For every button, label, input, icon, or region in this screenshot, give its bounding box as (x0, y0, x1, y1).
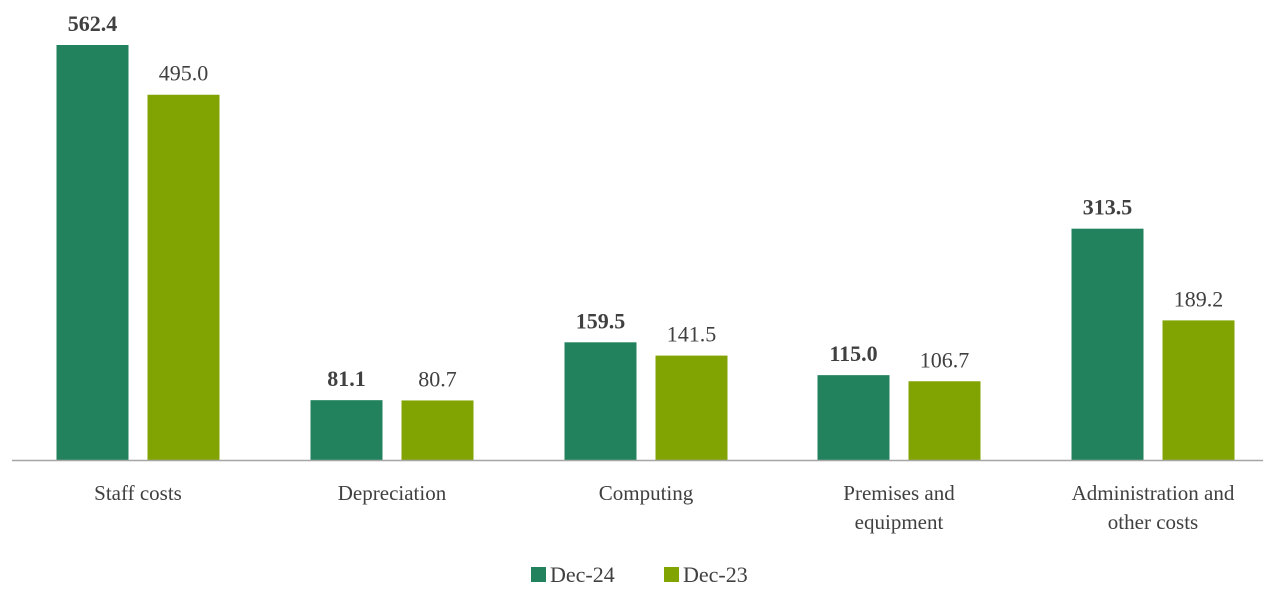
legend: Dec-24 Dec-23 (531, 562, 748, 587)
legend-label-dec-23: Dec-23 (683, 562, 748, 587)
category-label-4-line-1: other costs (1108, 510, 1198, 534)
category-label-3-line-0: Premises and (843, 481, 955, 505)
data-label-dec-23-4: 189.2 (1174, 286, 1224, 311)
bar-dec-23-2 (655, 355, 728, 460)
bar-dec-23-1 (401, 400, 474, 460)
bar-dec-24-3 (817, 375, 890, 460)
data-label-dec-24-3: 115.0 (829, 341, 877, 366)
data-label-dec-24-4: 313.5 (1083, 195, 1133, 220)
data-label-dec-23-1: 80.7 (418, 366, 457, 391)
category-labels-layer: Staff costs Depreciation Computing Premises… (94, 481, 1235, 534)
category-label-3-line-1: equipment (855, 510, 944, 534)
data-label-dec-24-2: 159.5 (576, 308, 626, 333)
data-label-dec-24-0: 562.4 (68, 11, 118, 36)
legend-swatch-dec-24 (531, 567, 546, 582)
category-label-4-line-0: Administration and (1072, 481, 1235, 505)
bar-dec-23-3 (908, 381, 981, 460)
bar-dec-24-0 (56, 45, 129, 460)
bar-dec-23-4 (1162, 320, 1235, 460)
data-label-dec-24-1: 81.1 (327, 366, 366, 391)
bar-dec-24-1 (310, 400, 383, 460)
bars-layer (56, 45, 1235, 461)
bar-dec-24-4 (1071, 228, 1144, 460)
legend-label-dec-24: Dec-24 (550, 562, 615, 587)
category-label-2: Computing (599, 481, 694, 505)
category-label-0: Staff costs (94, 481, 182, 505)
data-label-dec-23-0: 495.0 (159, 61, 209, 86)
bar-dec-24-2 (564, 342, 637, 460)
category-label-1: Depreciation (338, 481, 447, 505)
data-label-dec-23-2: 141.5 (667, 322, 717, 347)
legend-swatch-dec-23 (664, 567, 679, 582)
bar-dec-23-0 (147, 94, 220, 461)
data-label-dec-23-3: 106.7 (920, 347, 970, 372)
value-labels-layer: 562.4 81.1 159.5 115.0 313.5 495.0 80.7 141.5 10… (68, 11, 1224, 391)
